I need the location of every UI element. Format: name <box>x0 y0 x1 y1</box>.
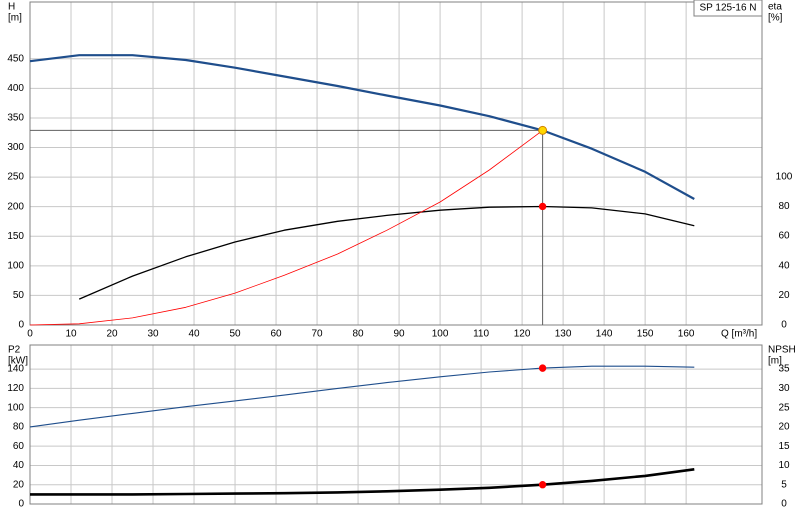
y-tick-label: 100 <box>7 402 24 413</box>
plot-frame <box>29 1 763 326</box>
y2-tick-label: 10 <box>778 460 790 471</box>
y-axis-label: H <box>8 2 15 13</box>
x-tick-label: 130 <box>555 329 572 340</box>
y2-axis-label: eta <box>768 2 782 13</box>
x-tick-label: 100 <box>432 329 449 340</box>
y2-tick-label: 40 <box>778 260 790 271</box>
y-tick-label: 300 <box>7 142 24 153</box>
y-tick-label: 0 <box>18 320 24 331</box>
duty-point <box>538 125 548 135</box>
y2-tick-label: 0 <box>781 499 787 510</box>
x-tick-label: 90 <box>394 329 406 340</box>
x-tick-label: 30 <box>147 329 159 340</box>
y-axis-label: [m] <box>8 13 22 24</box>
chart-title: SP 125-16 N <box>699 3 756 14</box>
x-tick-label: 150 <box>637 329 654 340</box>
y-tick-label: 0 <box>18 499 24 510</box>
x-tick-label: 70 <box>311 329 323 340</box>
series-line <box>29 365 695 428</box>
y-tick-label: 120 <box>7 383 24 394</box>
y2-axis-label: [%] <box>768 13 783 24</box>
x-tick-label: 10 <box>65 329 77 340</box>
y-axis-label: [kW] <box>8 356 28 367</box>
y2-tick-label: 80 <box>778 201 790 212</box>
y-tick-label: 20 <box>13 479 25 490</box>
x-tick-label: 20 <box>106 329 118 340</box>
x-tick-label: 50 <box>229 329 241 340</box>
x-tick-label: 160 <box>678 329 695 340</box>
duty-point <box>538 364 547 372</box>
x-tick-label: 80 <box>353 329 365 340</box>
y-tick-label: 140 <box>7 364 24 375</box>
y-tick-label: 250 <box>7 172 24 183</box>
y-tick-label: 60 <box>13 441 25 452</box>
y-tick-label: 150 <box>7 231 24 242</box>
y-tick-label: 350 <box>7 113 24 124</box>
series-line <box>78 205 695 300</box>
y2-tick-label: 0 <box>781 320 787 331</box>
y2-axis-label: NPSH <box>768 345 796 356</box>
y2-axis-label: [m] <box>768 356 782 367</box>
x-tick-label: 120 <box>514 329 531 340</box>
duty-point <box>538 202 547 211</box>
y2-tick-label: 30 <box>778 383 790 394</box>
y2-tick-label: 35 <box>778 364 790 375</box>
y2-tick-label: 15 <box>778 441 790 452</box>
title-box <box>693 0 763 17</box>
duty-point <box>538 481 547 489</box>
x-tick-label: 140 <box>596 329 613 340</box>
plot-frame <box>29 344 763 505</box>
x-tick-label: 40 <box>188 329 200 340</box>
series-line <box>30 468 695 496</box>
y-tick-label: 100 <box>7 260 24 271</box>
y-tick-label: 450 <box>7 53 24 64</box>
x-tick-label: 60 <box>270 329 282 340</box>
y2-tick-label: 60 <box>778 231 790 242</box>
y-axis-label: P2 <box>8 345 21 356</box>
x-tick-label: 0 <box>27 329 33 340</box>
x-tick-label: 110 <box>473 329 489 340</box>
y2-tick-label: 5 <box>781 479 787 490</box>
y2-tick-label: 20 <box>778 422 790 433</box>
y2-tick-label: 25 <box>778 402 790 413</box>
y-tick-label: 40 <box>13 460 25 471</box>
x-axis-label: Q [m³/h] <box>721 329 757 340</box>
y2-tick-label: 20 <box>778 290 790 301</box>
y2-tick-label: 100 <box>776 171 793 182</box>
y-tick-label: 50 <box>13 290 25 301</box>
series-line <box>29 130 543 326</box>
y-tick-label: 200 <box>7 201 24 212</box>
series-line <box>29 54 695 200</box>
y-tick-label: 400 <box>7 83 24 94</box>
y-tick-label: 80 <box>13 422 25 433</box>
